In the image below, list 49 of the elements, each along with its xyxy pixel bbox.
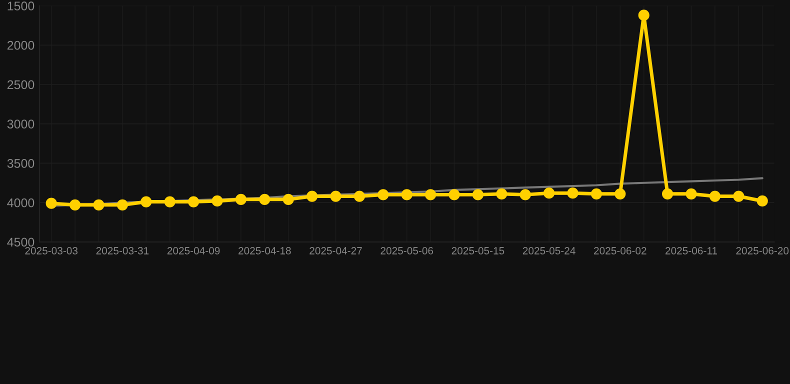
point [259, 194, 270, 205]
x-tick-label: 2025-06-11 [666, 247, 717, 254]
point [116, 199, 128, 210]
point [686, 188, 697, 200]
point [424, 189, 436, 200]
point [188, 196, 200, 208]
point [354, 190, 366, 202]
x-tick-label: 2025-05-15 [452, 247, 504, 254]
point [378, 189, 389, 200]
x-tick-label: 2025-06-20 [736, 247, 789, 254]
y-tick-label: 4500 [7, 238, 34, 247]
point [567, 188, 578, 199]
point [235, 194, 247, 205]
point [164, 196, 176, 208]
point [496, 188, 508, 200]
point [46, 198, 57, 209]
x-tick-label: 2025-03-03 [25, 247, 78, 254]
point [401, 189, 412, 200]
point [69, 199, 81, 210]
point [472, 189, 484, 200]
point [709, 190, 721, 202]
point [93, 199, 104, 210]
point [662, 188, 674, 200]
x-tick-label: 2025-04-09 [167, 247, 220, 254]
x-tick-label: 2025-06-02 [594, 247, 646, 254]
x-tick-label: 2025-05-06 [380, 247, 434, 254]
point [543, 188, 555, 199]
y-tick-label: 3500 [7, 159, 34, 168]
point [520, 189, 531, 200]
point [330, 190, 342, 202]
point [212, 195, 223, 207]
x-tick-label: 2025-04-18 [238, 247, 291, 254]
point [140, 196, 152, 208]
point [306, 190, 318, 202]
point [756, 195, 768, 207]
point [590, 188, 602, 200]
point [614, 188, 626, 200]
point [733, 190, 744, 202]
x-tick-label: 2025-04-27 [310, 247, 362, 254]
point [638, 10, 650, 21]
point [448, 189, 460, 200]
x-tick-label: 2025-03-31 [96, 247, 149, 254]
point [282, 194, 294, 205]
y-tick-label: 2500 [7, 80, 34, 90]
y-tick-label: 4000 [7, 198, 34, 208]
y-tick-label: 2000 [7, 40, 34, 50]
x-tick-label: 2025-05-24 [522, 247, 576, 254]
y-tick-label: 3000 [7, 120, 34, 128]
y-tick-label: 1500 [8, 2, 34, 10]
